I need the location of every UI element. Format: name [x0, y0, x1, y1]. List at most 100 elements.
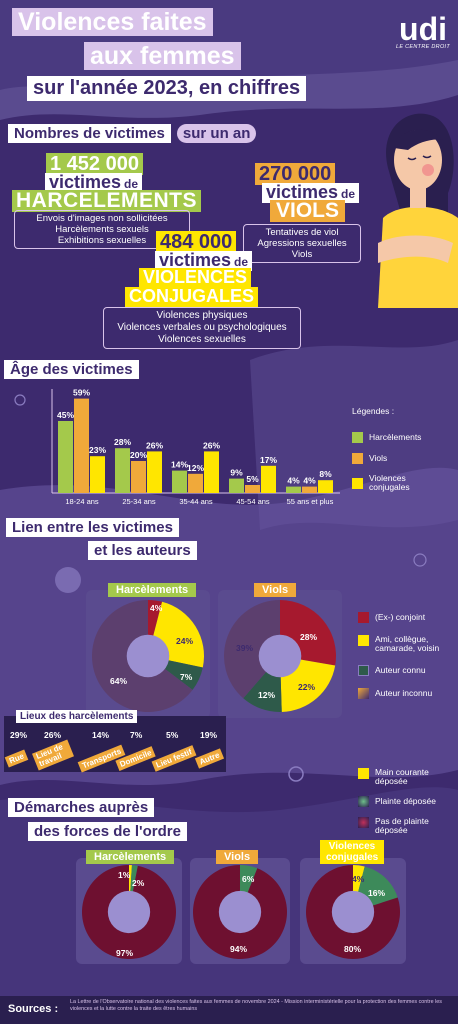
bar	[204, 451, 219, 493]
lieu-tag: Lieu de travail	[32, 739, 74, 771]
viols-pct: 22%	[298, 682, 316, 692]
bar	[302, 486, 317, 493]
conj-item: Violences physiques	[156, 310, 248, 321]
age-section-title: Âge des victimes	[4, 360, 139, 379]
harc-pct: 64%	[110, 676, 128, 686]
lien-title-2: et les auteurs	[88, 541, 197, 560]
dem-conj-donut	[306, 865, 400, 959]
dem-viols-pct: 6%	[242, 874, 255, 884]
x-tick-label: 25-34 ans	[122, 497, 156, 506]
harc-number: 1 452 000	[46, 153, 143, 175]
viols-author-donut	[223, 600, 336, 712]
lieu-tag: Rue	[4, 748, 29, 768]
lieux-title: Lieux des harcèlements	[16, 710, 138, 723]
demarches-title-2: des forces de l'ordre	[28, 822, 187, 841]
bar	[172, 470, 187, 493]
harc-donut-label: Harcèlements	[108, 583, 197, 597]
donut-hole	[258, 634, 302, 678]
age-legend-title: Légendes :	[352, 406, 395, 416]
legend-swatch	[352, 453, 363, 464]
bar-value-label: 23%	[89, 445, 106, 455]
age-legend-item: Violences conjugales	[352, 474, 452, 492]
conj-item: Violences verbales ou psychologiques	[117, 322, 287, 333]
donut-hole	[218, 890, 262, 934]
bar	[188, 473, 203, 493]
harc-pct: 4%	[150, 603, 163, 613]
victims-section-badge: sur un an	[176, 124, 257, 143]
lien-legend-item: Auteur connu	[358, 665, 458, 676]
harc-item: Exhibitions sexuelles	[57, 235, 147, 246]
conj-category-2: CONJUGALES	[125, 287, 259, 307]
bar-value-label: 45%	[57, 410, 74, 420]
dem-conj-label: Violences conjugales	[320, 840, 384, 864]
dem-conj-pct: 4%	[352, 874, 365, 884]
viols-number: 270 000	[255, 163, 336, 185]
viols-donut-label: Viols	[254, 583, 297, 597]
dem-conj-pct: 80%	[344, 944, 362, 954]
legend-swatch	[358, 688, 369, 699]
bar-value-label: 26%	[203, 440, 220, 450]
viols-item: Viols	[291, 249, 313, 260]
bar-value-label: 12%	[187, 463, 204, 473]
lien-legend: (Ex-) conjoint Ami, collègue, camarade, …	[358, 612, 458, 699]
lieux-list: 29% Rue 26% Lieu de travail 14% Transpor…	[4, 730, 224, 773]
bar-value-label: 9%	[230, 468, 243, 478]
age-legend-item: Harcèlements	[352, 432, 452, 443]
bar-value-label: 26%	[146, 440, 163, 450]
viols-item: Tentatives de viol	[265, 227, 339, 238]
bar-value-label: 5%	[246, 474, 259, 484]
bar-value-label: 8%	[319, 469, 332, 479]
conj-number: 484 000	[156, 231, 237, 253]
victims-section-header: Nombres de victimes sur un an	[8, 124, 257, 143]
dem-harc-pct: 97%	[116, 948, 134, 958]
bar-value-label: 17%	[260, 455, 277, 465]
bar	[74, 398, 89, 493]
demarches-title-1: Démarches auprès	[8, 798, 155, 817]
sources-label: Sources :	[8, 1003, 59, 1015]
legend-swatch	[358, 665, 369, 676]
harc-pct: 24%	[176, 636, 194, 646]
dem-conj-pct: 16%	[368, 888, 386, 898]
legend-swatch	[358, 612, 369, 623]
x-tick-label: 18-24 ans	[65, 497, 99, 506]
lieu-pct: 5%	[166, 730, 179, 740]
dem-viols-label: Viols	[216, 850, 259, 864]
bar	[318, 480, 333, 493]
lien-legend-item: Ami, collègue, camarade, voisin	[358, 635, 458, 653]
sad-woman-illustration	[378, 113, 458, 308]
dem-harc-pct: 2%	[132, 878, 145, 888]
lien-legend-item: (Ex-) conjoint	[358, 612, 458, 623]
viols-category: VIOLS	[270, 200, 346, 222]
bar-value-label: 14%	[171, 460, 188, 470]
harc-item: Harcèlements sexuels	[55, 224, 149, 235]
viols-items-list: Tentatives de viol Agressions sexuelles …	[243, 224, 361, 263]
viols-item: Agressions sexuelles	[257, 238, 347, 249]
bar	[147, 451, 162, 493]
harc-author-donut	[92, 600, 204, 712]
lieu-pct: 26%	[44, 730, 62, 740]
legend-swatch	[358, 768, 369, 779]
donut-hole	[107, 890, 151, 934]
bar-value-label: 28%	[114, 437, 131, 447]
legend-swatch	[352, 477, 363, 489]
viols-pct: 28%	[300, 632, 318, 642]
bar-value-label: 4%	[303, 476, 316, 486]
viols-pct: 39%	[236, 643, 254, 653]
x-tick-label: 55 ans et plus	[287, 497, 334, 506]
title-line-2: aux femmes	[84, 42, 241, 70]
bar	[261, 465, 276, 493]
dem-legend-item: Main courante déposée	[358, 768, 458, 786]
victims-section-title: Nombres de victimes	[8, 124, 171, 143]
lieu-tag: Domicile	[115, 746, 156, 771]
viols-pct: 12%	[258, 690, 276, 700]
bar	[229, 478, 244, 493]
bar	[286, 486, 301, 493]
bar	[131, 461, 146, 493]
bar	[58, 421, 73, 493]
legend-swatch	[358, 635, 369, 646]
bar	[90, 456, 105, 493]
sources-bar	[0, 996, 458, 1024]
x-tick-label: 35-44 ans	[179, 497, 213, 506]
